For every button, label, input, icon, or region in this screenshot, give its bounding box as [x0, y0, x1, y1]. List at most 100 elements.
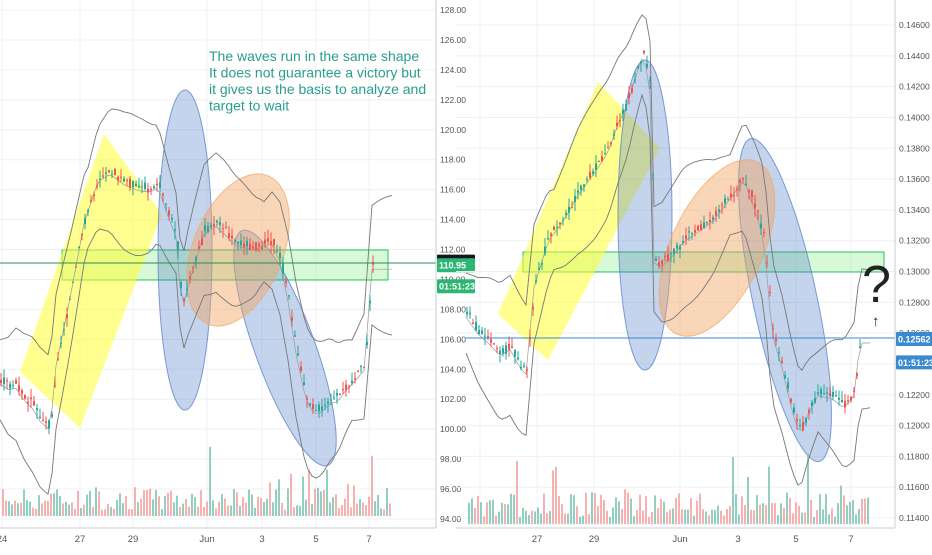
candle-body [748, 190, 750, 193]
y-tick-label: 0.11400 [899, 513, 929, 523]
volume-bar [675, 498, 677, 525]
candle-body [336, 392, 338, 396]
candle-body [291, 317, 293, 321]
volume-bar [260, 498, 262, 517]
annotation-line: It does not guarantee a victory but [209, 65, 421, 81]
volume-bar [56, 489, 58, 517]
candle-body [772, 328, 774, 330]
volume-bar [816, 510, 818, 525]
volume-bar [507, 504, 509, 525]
volume-bar [71, 502, 73, 517]
candle-body [171, 218, 173, 220]
candle-body [493, 343, 495, 345]
volume-bar [681, 509, 683, 525]
volume-bar [176, 495, 178, 517]
x-tick-label: Jun [199, 534, 214, 545]
volume-bar [537, 507, 539, 525]
candle-body [511, 346, 513, 348]
candle-body [150, 189, 152, 191]
candle-body [712, 217, 714, 220]
candle-body [814, 398, 816, 403]
candle-body [111, 173, 113, 175]
candle-body [360, 366, 362, 368]
volume-bar [684, 509, 686, 525]
volume-bar [678, 493, 680, 525]
volume-bar [35, 508, 37, 517]
candle-body [670, 253, 672, 255]
volume-bar [618, 501, 620, 525]
candle-body [655, 258, 657, 261]
price-label-box [437, 258, 475, 273]
volume-bar [660, 498, 662, 525]
volume-bar [185, 499, 187, 517]
volume-bar [714, 510, 716, 525]
wave-highlight [498, 82, 660, 360]
volume-bar [329, 502, 331, 517]
candle-body [796, 419, 798, 422]
candle-body [823, 393, 825, 395]
volume-bar [233, 489, 235, 517]
volume-bar [852, 499, 854, 525]
candle-body [210, 225, 212, 228]
volume-bar [140, 498, 142, 517]
candle-body [631, 87, 633, 92]
candle-body [745, 183, 747, 186]
volume-bar [825, 494, 827, 525]
candle-body [147, 188, 149, 193]
volume-bar [525, 510, 527, 525]
volume-bar [236, 492, 238, 517]
candle-body [610, 142, 612, 145]
candle-body [303, 382, 305, 386]
candle-body [174, 229, 176, 231]
candle-body [276, 250, 278, 252]
y-tick-label: 0.12200 [899, 390, 930, 400]
volume-bar [783, 507, 785, 525]
upper-band [465, 14, 871, 371]
y-tick-label: 98.00 [440, 454, 462, 464]
candle-body [6, 380, 8, 382]
x-tick-label: 5 [313, 534, 318, 545]
candle-body [366, 342, 368, 346]
candle-body [162, 193, 164, 196]
volume-bar [215, 508, 217, 517]
candle-body [850, 396, 852, 401]
candle-body [81, 233, 83, 236]
volume-bar [17, 503, 19, 517]
volume-bar [504, 503, 506, 525]
volume-bar [768, 466, 770, 525]
candle-body [135, 183, 137, 187]
volume-bar [116, 499, 118, 517]
candle-body [204, 225, 206, 232]
volume-bar [263, 501, 265, 517]
volume-bar [849, 501, 851, 525]
volume-bar [756, 495, 758, 525]
candle-body [619, 120, 621, 122]
volume-bar [146, 489, 148, 517]
volume-bar [531, 510, 533, 525]
candle-body [574, 195, 576, 202]
volume-bar [218, 501, 220, 517]
candle-body [315, 410, 317, 412]
candle-body [267, 238, 269, 242]
candle-body [24, 394, 26, 399]
wave-oval-orange [186, 173, 290, 327]
candle-body [679, 246, 681, 250]
candle-body [844, 400, 846, 408]
volume-bar [489, 500, 491, 525]
candle-body [727, 199, 729, 201]
left-chart: 94.00 96.00 98.00 100.00 102.00 104.00 106.00 1… [0, 0, 475, 545]
candle-body [168, 210, 170, 216]
volume-bar [519, 516, 521, 525]
candle-body [33, 401, 35, 406]
volume-bar [600, 494, 602, 525]
candle-body [54, 385, 56, 387]
volume-bar [302, 476, 304, 517]
volume-bar [789, 497, 791, 525]
volume-bar [753, 510, 755, 525]
volume-bar [188, 506, 190, 517]
volume-bar [284, 509, 286, 517]
volume-bar [573, 495, 575, 525]
volume-bar [296, 505, 298, 517]
x-tick-label: 5 [793, 534, 798, 545]
